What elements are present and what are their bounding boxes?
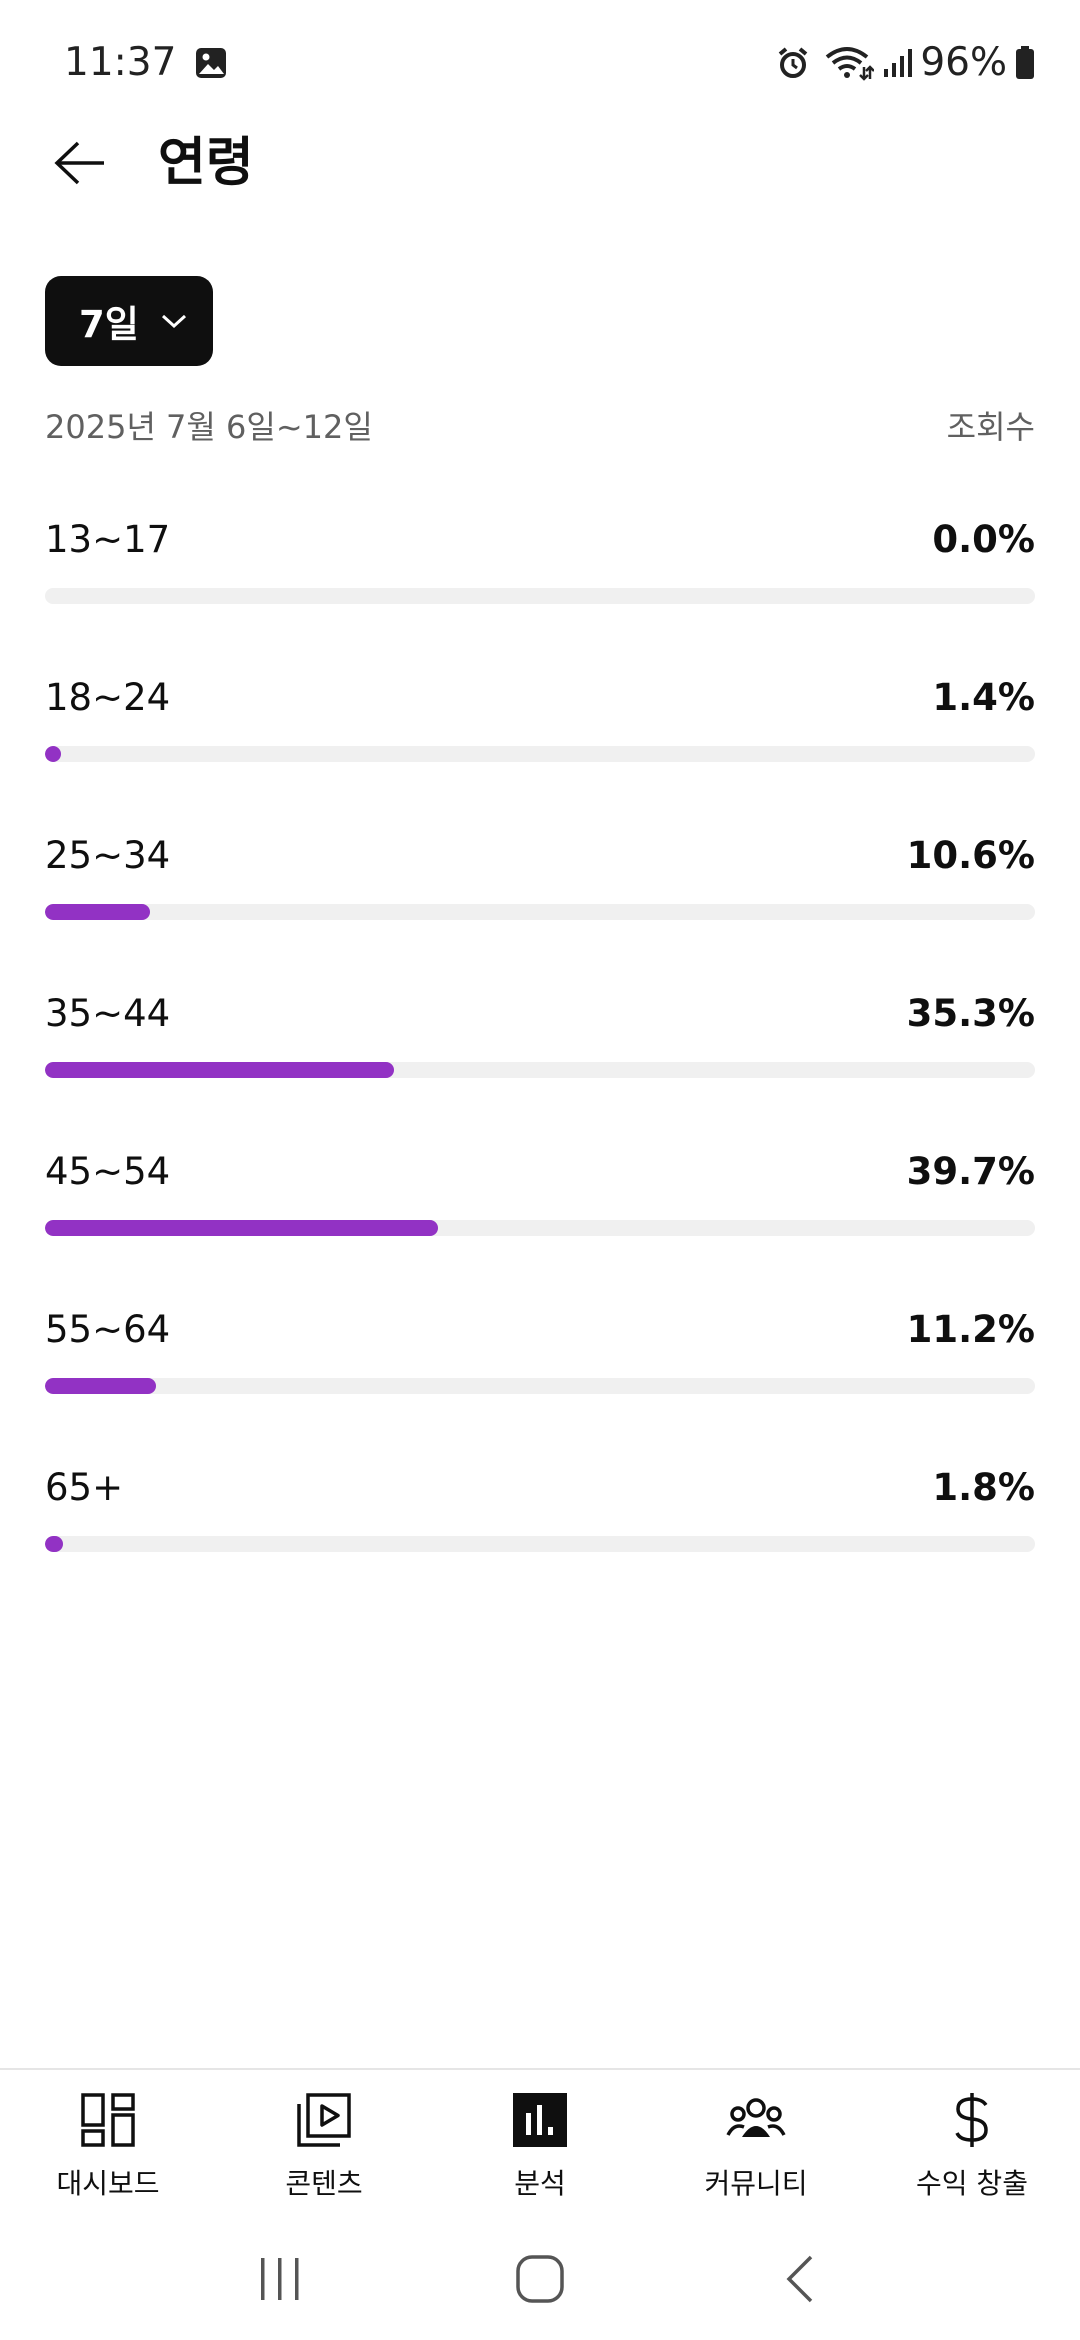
age-row: 45~54 39.7% [45,1142,1035,1300]
content-icon [294,2090,354,2150]
nav-label-analytics: 분석 [514,2167,566,2200]
percent-bar-fill [45,1536,63,1552]
age-range-label: 35~44 [45,992,171,1035]
status-right: 96% [776,40,1035,85]
date-range: 2025년 7월 6일~12일 [45,408,373,446]
battery-icon [1015,45,1035,80]
nav-label-monetization: 수익 창출 [916,2167,1028,2200]
dollar-icon [942,2090,1002,2150]
nav-item-monetization[interactable]: 수익 창출 [864,2070,1080,2218]
back-icon [783,2254,817,2304]
percent-bar-track [45,1378,1035,1394]
home-icon [515,2254,565,2304]
recents-button[interactable] [240,2239,320,2319]
age-percent-value: 39.7% [906,1150,1035,1193]
nav-item-community[interactable]: 커뮤니티 [648,2070,864,2218]
signal-icon [882,47,914,79]
percent-bar-fill [45,1378,156,1394]
percent-bar-fill [45,746,61,762]
page-title: 연령 [158,133,254,193]
nav-item-content[interactable]: 콘텐츠 [216,2070,432,2218]
age-percent-value: 0.0% [932,518,1035,561]
metric-label: 조회수 [946,408,1035,446]
age-row: 35~44 35.3% [45,984,1035,1142]
community-icon [726,2090,786,2150]
period-dropdown[interactable]: 7일 [45,276,213,366]
age-range-label: 65+ [45,1466,124,1509]
period-label: 7일 [79,303,139,346]
nav-item-dashboard[interactable]: 대시보드 [0,2070,216,2218]
percent-bar-track [45,1220,1035,1236]
status-left: 11:37 [64,40,228,85]
back-button[interactable] [50,133,110,193]
age-range-label: 45~54 [45,1150,171,1193]
age-range-label: 13~17 [45,518,171,561]
age-percent-value: 10.6% [906,834,1035,877]
age-percent-value: 1.4% [932,676,1035,719]
status-time: 11:37 [64,40,177,85]
age-percent-value: 1.8% [932,1466,1035,1509]
age-range-label: 25~34 [45,834,171,877]
percent-bar-track [45,1536,1035,1552]
percent-bar-track [45,588,1035,604]
alarm-icon [776,46,810,80]
age-row: 65+ 1.8% [45,1458,1035,1616]
age-percent-value: 35.3% [906,992,1035,1035]
percent-bar-track [45,1062,1035,1078]
nav-label-content: 콘텐츠 [285,2167,363,2200]
system-back-button[interactable] [760,2239,840,2319]
age-percent-value: 11.2% [906,1308,1035,1351]
analytics-icon [510,2090,570,2150]
chevron-down-icon [161,313,187,329]
percent-bar-fill [45,1062,394,1078]
app-bar: 연령 [0,125,1080,201]
gallery-icon [194,46,228,80]
status-bar: 11:37 [0,0,1080,125]
recents-icon [257,2256,303,2302]
nav-label-dashboard: 대시보드 [56,2167,160,2200]
percent-bar-fill [45,1220,438,1236]
bottom-nav: 대시보드 콘텐츠 분석 [0,2068,1080,2218]
age-row: 18~24 1.4% [45,668,1035,826]
wifi-icon [824,45,875,81]
nav-label-community: 커뮤니티 [704,2167,808,2200]
percent-bar-track [45,746,1035,762]
nav-item-analytics[interactable]: 분석 [432,2070,648,2218]
age-range-label: 55~64 [45,1308,171,1351]
home-button[interactable] [500,2239,580,2319]
dashboard-icon [78,2090,138,2150]
age-range-label: 18~24 [45,676,171,719]
battery-percent: 96% [920,40,1007,85]
age-distribution-list: 13~17 0.0% 18~24 1.4% 25~34 10.6% 35~44 35.3% 45… [45,510,1035,1616]
percent-bar-fill [45,904,150,920]
system-nav [0,2218,1080,2340]
age-row: 13~17 0.0% [45,510,1035,668]
age-row: 55~64 11.2% [45,1300,1035,1458]
percent-bar-track [45,904,1035,920]
arrow-left-icon [54,141,106,185]
age-row: 25~34 10.6% [45,826,1035,984]
